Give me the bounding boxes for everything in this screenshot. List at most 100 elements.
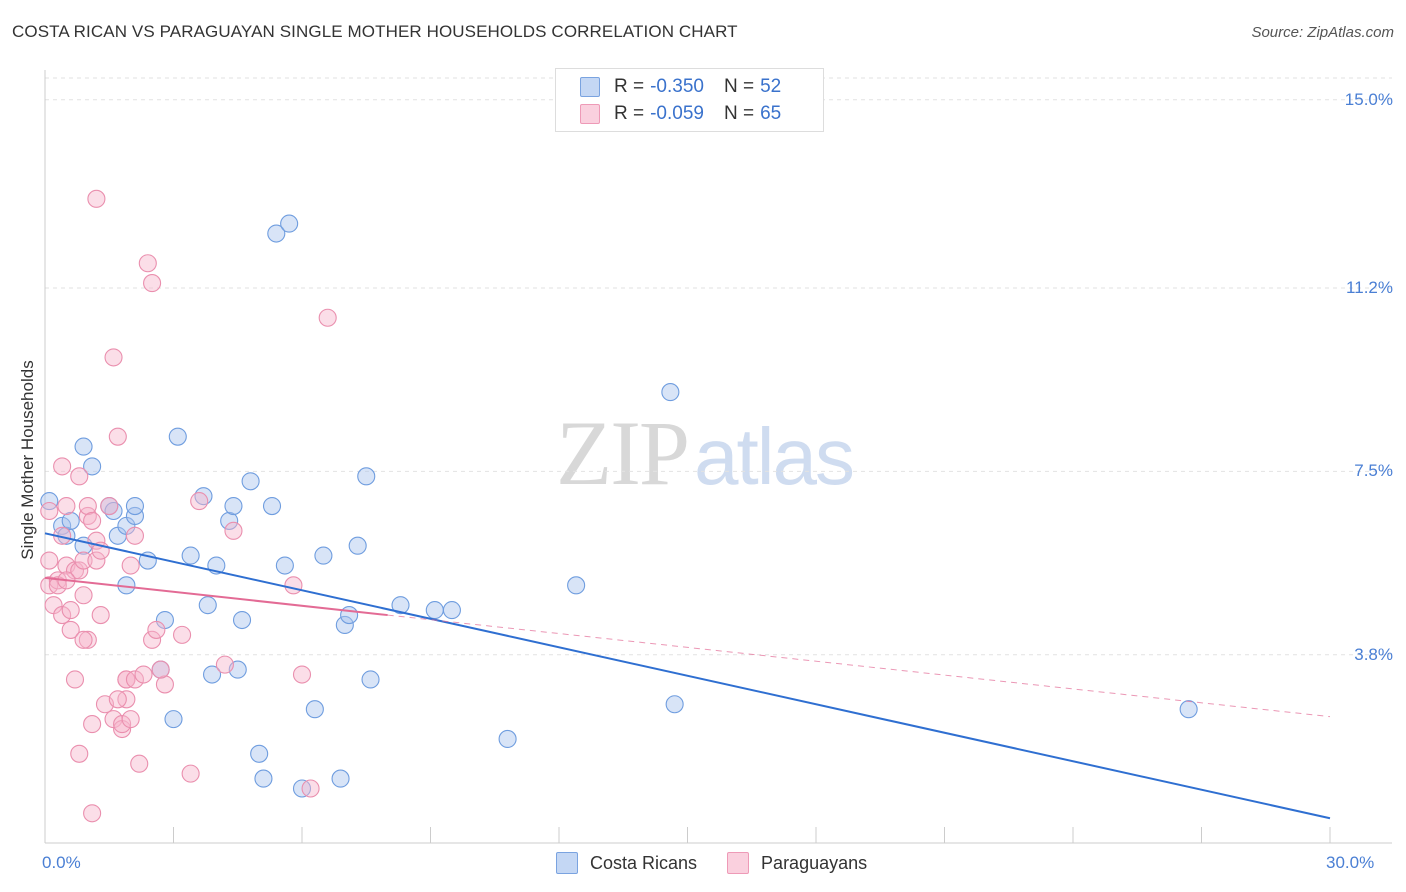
point-costa-ricans-38 — [331, 769, 350, 788]
trendline-costa-ricans — [44, 532, 1331, 820]
y-axis-label: Single Mother Households — [18, 360, 37, 560]
legend-n-label: N = — [723, 103, 755, 124]
series-legend-label: Costa Ricans — [590, 852, 698, 873]
legend-r-label: R = — [614, 103, 645, 124]
point-paraguayans-41 — [121, 710, 140, 729]
y-axis-label-wrap: Single Mother Households — [6, 360, 37, 559]
x-tick-label-max: 30.0% — [1326, 853, 1375, 872]
point-costa-ricans-37 — [314, 546, 333, 565]
point-costa-ricans-49 — [661, 383, 680, 402]
point-costa-ricans-6 — [83, 457, 102, 476]
legend-swatch-costa-ricans — [580, 77, 600, 97]
point-paraguayans-6 — [53, 606, 72, 625]
point-costa-ricans-5 — [74, 437, 93, 456]
point-costa-ricans-25 — [224, 497, 243, 516]
point-costa-ricans-27 — [232, 610, 252, 630]
series-legend-paraguayans[interactable]: Paraguayans — [727, 852, 867, 874]
chart-title: COSTA RICAN VS PARAGUAYAN SINGLE MOTHER … — [12, 22, 738, 41]
point-paraguayans-9 — [57, 497, 76, 516]
watermark: ZIPatlas — [556, 400, 855, 506]
point-paraguayans-43 — [125, 670, 144, 689]
point-paraguayans-52 — [181, 764, 200, 783]
point-paraguayans-0 — [40, 501, 59, 521]
point-costa-ricans-17 — [164, 710, 183, 729]
point-costa-ricans-44 — [391, 596, 410, 615]
point-costa-ricans-40 — [340, 606, 359, 625]
point-paraguayans-1 — [40, 551, 59, 570]
point-paraguayans-56 — [284, 576, 303, 595]
point-paraguayans-25 — [83, 804, 102, 823]
legend-r-value: -0.059 — [650, 103, 704, 124]
legend-n-label: N = — [723, 76, 755, 97]
point-paraguayans-63 — [108, 690, 127, 709]
point-costa-ricans-3 — [61, 511, 80, 530]
point-costa-ricans-0 — [40, 492, 59, 511]
point-paraguayans-57 — [292, 665, 312, 684]
point-costa-ricans-36 — [305, 700, 324, 719]
point-paraguayans-21 — [78, 630, 97, 649]
series-legend-costa-ricans[interactable]: Costa Ricans — [556, 852, 697, 874]
point-paraguayans-36 — [113, 715, 132, 734]
point-paraguayans-58 — [301, 779, 320, 798]
series-legend-label: Paraguayans — [761, 852, 868, 873]
point-paraguayans-17 — [70, 744, 89, 763]
point-paraguayans-49 — [147, 620, 166, 639]
point-paraguayans-53 — [190, 492, 209, 511]
point-costa-ricans-32 — [267, 224, 286, 243]
point-paraguayans-26 — [87, 551, 106, 570]
legend-r-value: -0.350 — [650, 76, 704, 97]
y-tick-label: 3.8% — [1354, 644, 1393, 664]
point-paraguayans-48 — [143, 630, 162, 649]
point-paraguayans-51 — [173, 625, 192, 644]
legend-r-label: R = — [614, 76, 645, 97]
point-paraguayans-7 — [53, 457, 72, 476]
point-paraguayans-5 — [48, 576, 67, 595]
point-paraguayans-19 — [74, 551, 93, 570]
point-paraguayans-64 — [74, 630, 93, 649]
point-paraguayans-44 — [130, 754, 149, 773]
legend-n-value: 65 — [760, 103, 782, 124]
point-paraguayans-45 — [134, 665, 153, 684]
point-paraguayans-29 — [91, 606, 110, 625]
point-paraguayans-18 — [74, 586, 93, 605]
point-costa-ricans-43 — [361, 670, 380, 689]
point-paraguayans-31 — [100, 497, 119, 516]
point-paraguayans-23 — [83, 511, 102, 530]
point-costa-ricans-48 — [567, 576, 586, 595]
stats-legend: R = -0.350 N = 52 R = -0.059 N = 65 — [555, 68, 824, 132]
watermark-zip: ZIP — [556, 402, 690, 504]
point-paraguayans-24 — [83, 715, 102, 734]
point-costa-ricans-51 — [1179, 700, 1198, 719]
chart-source: Source: ZipAtlas.com — [1251, 24, 1394, 41]
point-costa-ricans-30 — [254, 769, 273, 788]
point-costa-ricans-45 — [425, 601, 444, 620]
trendline-paraguayans — [44, 576, 388, 617]
point-costa-ricans-21 — [198, 596, 217, 615]
point-costa-ricans-18 — [168, 427, 187, 446]
point-costa-ricans-22 — [203, 665, 222, 684]
trendline-paraguayans-extension — [387, 614, 1331, 718]
point-costa-ricans-39 — [335, 615, 354, 635]
point-costa-ricans-31 — [262, 497, 282, 516]
point-paraguayans-55 — [224, 521, 243, 540]
y-tick-label: 15.0% — [1344, 89, 1393, 109]
y-tick-label: 11.2% — [1346, 278, 1393, 298]
point-paraguayans-54 — [215, 655, 234, 674]
point-paraguayans-59 — [318, 308, 337, 327]
series-legend: Costa Ricans Paraguayans — [556, 852, 897, 874]
point-costa-ricans-33 — [275, 556, 294, 575]
point-costa-ricans-13 — [125, 497, 144, 516]
x-tick-label-min: 0.0% — [42, 853, 81, 872]
series-swatch-costa-ricans — [556, 852, 578, 874]
point-paraguayans-13 — [65, 670, 85, 689]
point-paraguayans-28 — [87, 189, 106, 208]
legend-swatch-paraguayans — [580, 104, 600, 124]
series-swatch-paraguayans — [727, 852, 750, 874]
point-paraguayans-22 — [78, 497, 97, 516]
point-costa-ricans-1 — [53, 516, 72, 535]
point-paraguayans-42 — [125, 526, 144, 545]
point-paraguayans-16 — [70, 467, 89, 486]
point-paraguayans-15 — [70, 561, 89, 580]
point-costa-ricans-12 — [125, 506, 144, 526]
